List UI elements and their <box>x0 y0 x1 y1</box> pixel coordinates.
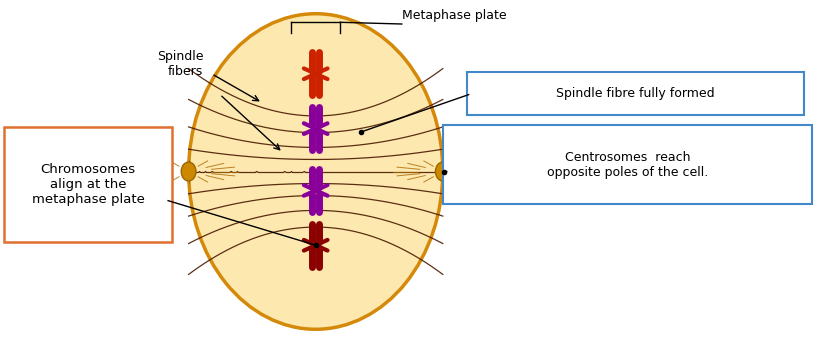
FancyBboxPatch shape <box>4 127 172 242</box>
Ellipse shape <box>435 162 450 181</box>
Text: Spindle
fibers: Spindle fibers <box>156 50 203 78</box>
Text: Chromosomes
align at the
metaphase plate: Chromosomes align at the metaphase plate <box>32 163 144 206</box>
FancyBboxPatch shape <box>467 72 803 115</box>
Text: Spindle fibre fully formed: Spindle fibre fully formed <box>555 87 714 100</box>
Ellipse shape <box>181 162 196 181</box>
Ellipse shape <box>188 14 442 329</box>
FancyBboxPatch shape <box>442 125 811 204</box>
Text: Centrosomes  reach
opposite poles of the cell.: Centrosomes reach opposite poles of the … <box>546 151 707 179</box>
Text: Metaphase plate: Metaphase plate <box>401 9 506 22</box>
